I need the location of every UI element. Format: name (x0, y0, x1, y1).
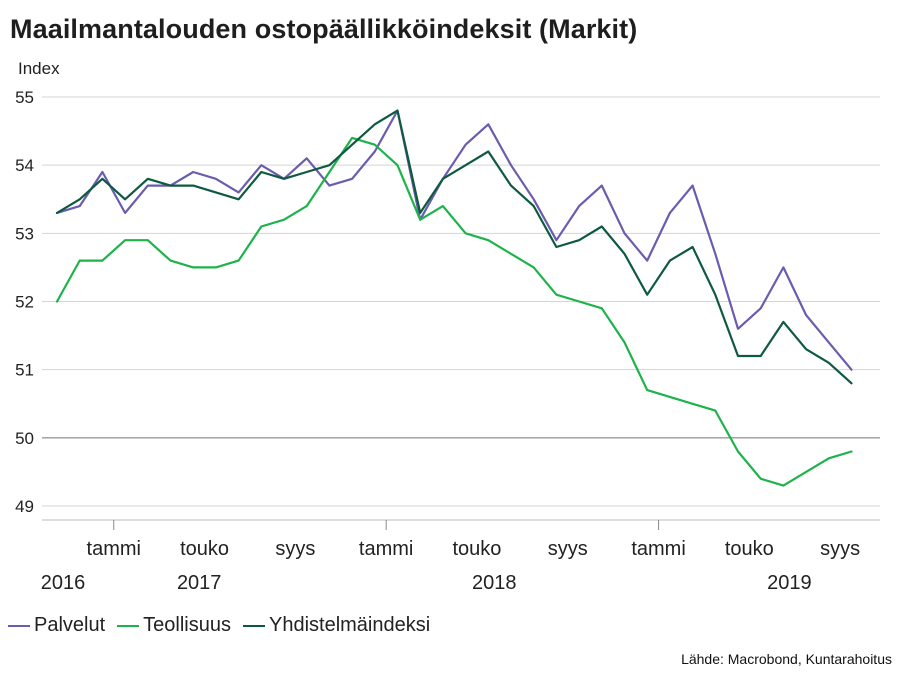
x-tick-label: touko (725, 538, 774, 560)
series-line-palvelut (55, 109, 853, 371)
x-year-label: 2017 (177, 572, 222, 594)
series-line-teollisuus (55, 136, 853, 487)
legend-item-yhdistelmaindeksi: Yhdistelmäindeksi (242, 614, 431, 637)
y-tick-label: 49 (15, 497, 34, 516)
y-axis-label: Index (18, 59, 60, 78)
legend-item-teollisuus: Teollisuus (117, 614, 231, 637)
series-lines (55, 109, 853, 487)
legend-label-teollisuus: Teollisuus (143, 614, 231, 636)
y-tick-label: 54 (15, 156, 34, 175)
x-year-label: 2016 (41, 572, 86, 594)
x-year-label: 2019 (767, 572, 812, 594)
x-tick-label: syys (820, 538, 860, 560)
series-line-yhdistelmaindeksi (55, 109, 853, 385)
legend-swatch-teollisuus (117, 624, 140, 627)
x-tick-label: syys (548, 538, 588, 560)
x-tick-label: tammi (87, 538, 141, 560)
source-note: Lähde: Macrobond, Kuntarahoitus (681, 651, 892, 667)
y-axis: Index 49 50 51 52 53 54 55 (15, 59, 60, 516)
y-tick-label: 52 (15, 293, 34, 312)
y-tick-label: 55 (15, 88, 34, 107)
chart-title: Maailmantalouden ostopäällikköindeksit (… (10, 14, 638, 44)
y-tick-label: 53 (15, 224, 34, 243)
gridlines (42, 96, 880, 507)
legend-label-yhdistelmaindeksi: Yhdistelmäindeksi (268, 614, 431, 636)
x-tick-label: tammi (631, 538, 685, 560)
x-year-label: 2018 (472, 572, 517, 594)
legend-swatch-palvelut (8, 624, 30, 627)
x-axis: tammi touko syys tammi touko syys tammi touko sy… (41, 519, 880, 594)
x-tick-label: syys (275, 538, 315, 560)
x-tick-label: tammi (359, 538, 413, 560)
legend-item-palvelut: Palvelut (8, 614, 105, 637)
legend: Palvelut Teollisuus Yhdistelmäindeksi (8, 614, 442, 637)
legend-label-palvelut: Palvelut (34, 614, 106, 636)
y-tick-label: 51 (15, 361, 34, 380)
y-tick-label: 50 (15, 429, 34, 448)
legend-swatch-yhdistelmaindeksi (242, 624, 265, 627)
x-tick-label: touko (452, 538, 501, 560)
x-tick-label: touko (180, 538, 229, 560)
